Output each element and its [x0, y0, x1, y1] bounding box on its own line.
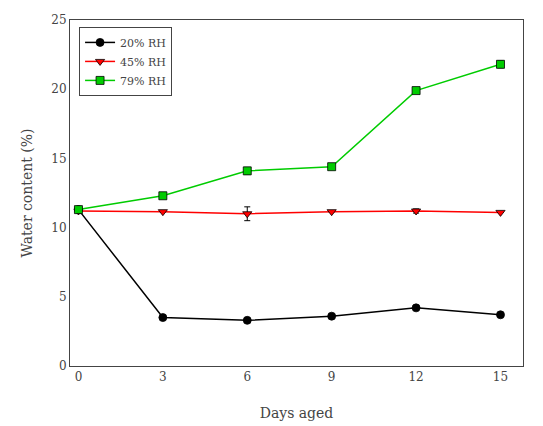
- svg-text:10: 10: [51, 221, 66, 235]
- svg-text:20% RH: 20% RH: [120, 37, 166, 50]
- svg-text:0: 0: [59, 359, 67, 373]
- svg-text:6: 6: [243, 370, 251, 384]
- svg-text:Days aged: Days aged: [260, 405, 334, 421]
- svg-text:15: 15: [51, 152, 66, 166]
- svg-text:20: 20: [51, 82, 66, 96]
- svg-text:0: 0: [75, 370, 83, 384]
- svg-text:79% RH: 79% RH: [120, 75, 166, 88]
- svg-text:Water content (%): Water content (%): [19, 128, 35, 257]
- svg-text:15: 15: [493, 370, 508, 384]
- svg-text:45% RH: 45% RH: [120, 56, 166, 69]
- svg-text:25: 25: [51, 13, 66, 27]
- svg-text:3: 3: [159, 370, 167, 384]
- svg-text:5: 5: [59, 290, 67, 304]
- svg-text:12: 12: [408, 370, 423, 384]
- svg-text:9: 9: [328, 370, 336, 384]
